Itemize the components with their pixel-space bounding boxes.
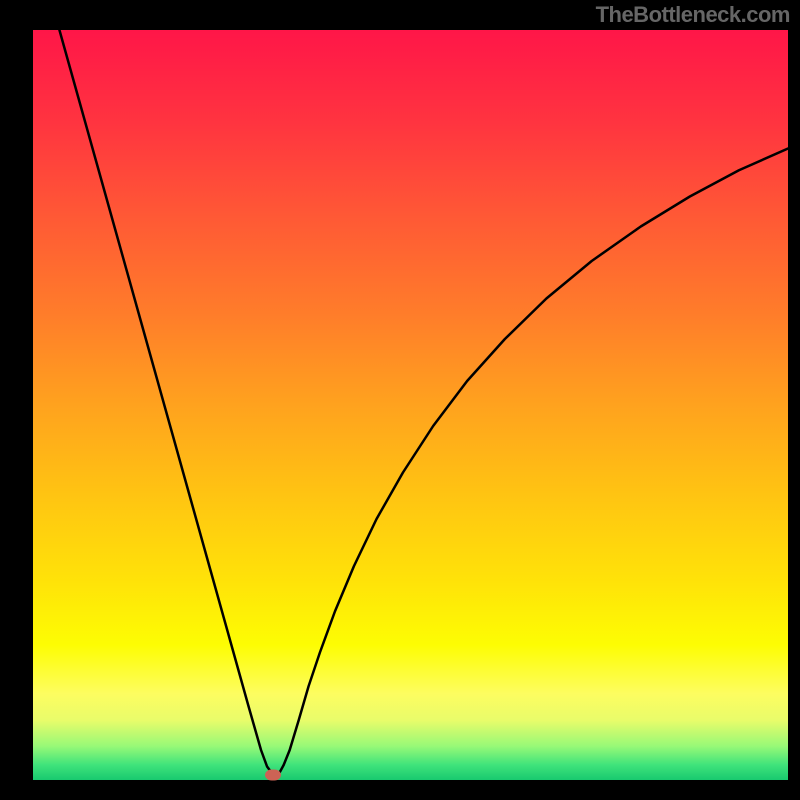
chart-svg xyxy=(33,30,788,780)
watermark-text: TheBottleneck.com xyxy=(596,2,790,28)
chart-container: TheBottleneck.com xyxy=(0,0,800,800)
minimum-marker xyxy=(265,769,281,780)
plot-background xyxy=(33,30,788,780)
plot-area xyxy=(33,30,788,780)
